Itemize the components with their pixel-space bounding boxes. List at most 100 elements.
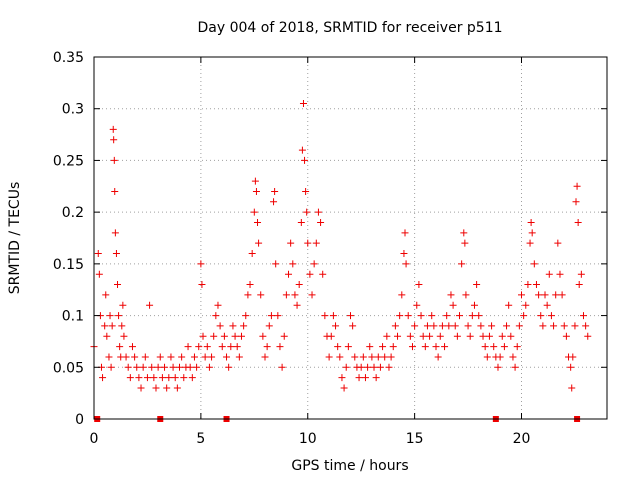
data-point <box>233 343 241 351</box>
data-point <box>415 281 423 289</box>
data-point <box>152 384 160 392</box>
data-point <box>165 374 173 382</box>
data-point <box>201 353 209 361</box>
data-point <box>554 239 562 247</box>
data-point <box>198 281 206 289</box>
data-point <box>251 177 259 185</box>
data-point <box>421 343 429 351</box>
data-point <box>332 322 340 330</box>
data-point <box>319 270 327 278</box>
data-point <box>128 343 136 351</box>
data-point <box>115 312 123 320</box>
data-point <box>430 322 438 330</box>
data-point <box>419 332 427 340</box>
data-point <box>426 332 434 340</box>
data-point <box>111 229 119 237</box>
data-point <box>400 250 408 258</box>
data-point <box>359 353 367 361</box>
data-point <box>265 322 273 330</box>
data-point <box>270 198 278 206</box>
data-point <box>304 239 312 247</box>
data-point <box>218 343 226 351</box>
data-point <box>562 332 570 340</box>
data-point <box>340 384 348 392</box>
data-point <box>488 322 496 330</box>
axis-ticks: 0 0.05 0.1 0.15 0.2 0.25 0.3 0.35 0 5 10 15 20 <box>53 50 607 447</box>
data-point <box>398 291 406 299</box>
data-point <box>212 312 220 320</box>
y-tick-label: 0.15 <box>53 257 84 273</box>
x-tick-label: 5 <box>196 431 205 447</box>
data-point <box>411 322 419 330</box>
data-point <box>178 353 186 361</box>
data-points <box>90 100 592 392</box>
data-point <box>535 291 543 299</box>
data-point <box>545 270 553 278</box>
data-point <box>532 281 540 289</box>
data-point <box>116 343 124 351</box>
data-point <box>528 229 536 237</box>
data-point <box>381 353 389 361</box>
data-point <box>385 363 393 371</box>
data-point <box>496 353 504 361</box>
data-point <box>280 332 288 340</box>
data-point <box>475 312 483 320</box>
data-point <box>498 332 506 340</box>
data-point <box>295 281 303 289</box>
data-point <box>470 301 478 309</box>
data-point <box>146 301 154 309</box>
data-point <box>394 332 402 340</box>
data-point <box>434 353 442 361</box>
data-point <box>579 312 587 320</box>
data-point <box>361 374 369 382</box>
data-point <box>417 312 425 320</box>
data-point <box>349 322 357 330</box>
data-point <box>139 363 147 371</box>
data-point <box>321 312 329 320</box>
x-tick-label: 20 <box>513 431 531 447</box>
data-point <box>122 353 130 361</box>
data-point <box>374 353 382 361</box>
data-point <box>351 353 359 361</box>
data-point <box>406 332 414 340</box>
data-point <box>449 301 457 309</box>
data-point <box>163 384 171 392</box>
data-point <box>327 332 335 340</box>
data-point <box>254 218 262 226</box>
data-point <box>550 322 558 330</box>
data-point <box>220 332 228 340</box>
data-point <box>287 239 295 247</box>
grid-lines <box>94 57 607 419</box>
data-point <box>494 363 502 371</box>
data-point <box>105 353 113 361</box>
data-point <box>490 343 498 351</box>
data-point <box>462 291 470 299</box>
data-point <box>259 332 267 340</box>
data-point <box>539 322 547 330</box>
data-point <box>347 312 354 320</box>
data-point <box>94 250 102 258</box>
data-point <box>522 301 530 309</box>
data-point <box>110 156 118 164</box>
data-point <box>282 291 290 299</box>
data-point <box>556 270 564 278</box>
data-point <box>99 374 107 382</box>
data-point <box>235 353 243 361</box>
data-point <box>301 156 309 164</box>
data-point <box>120 332 128 340</box>
data-point <box>338 374 346 382</box>
data-point <box>103 332 111 340</box>
data-point <box>297 218 305 226</box>
data-point <box>108 322 116 330</box>
data-point <box>133 363 141 371</box>
data-point <box>227 343 235 351</box>
data-point <box>527 218 535 226</box>
data-point <box>118 322 126 330</box>
data-point <box>214 301 222 309</box>
data-point <box>479 332 487 340</box>
data-point <box>271 187 279 195</box>
data-point <box>572 198 580 206</box>
data-point <box>368 353 376 361</box>
data-point <box>404 312 412 320</box>
data-point <box>500 343 508 351</box>
